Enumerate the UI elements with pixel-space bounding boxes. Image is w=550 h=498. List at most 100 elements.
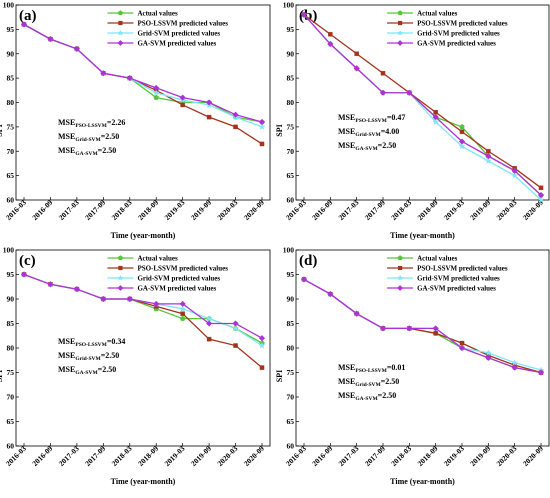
legend-label: PSO-LSSVM predicted values: [137, 265, 228, 273]
data-point: [300, 276, 308, 283]
data-point: [180, 102, 185, 108]
data-point: [153, 84, 160, 91]
y-tick-label: 95: [7, 25, 15, 34]
y-tick-label: 100: [3, 1, 15, 10]
data-point: [232, 324, 239, 332]
x-tick-label: 2018-03: [389, 444, 413, 468]
data-point: [73, 286, 81, 293]
x-tick-label: 2020-03: [495, 444, 519, 468]
mse-subscript: Grid-SVM: [355, 382, 381, 388]
y-tick-label: 60: [287, 196, 295, 205]
y-tick-label: 90: [7, 49, 15, 58]
mse-value: =2.50: [98, 365, 117, 374]
mse-value: =2.50: [378, 141, 397, 150]
data-point: [206, 114, 212, 120]
legend-marker: [117, 10, 124, 16]
panel-label: (d): [299, 253, 317, 269]
mse-value: =2.50: [378, 391, 397, 400]
mse-subscript: PSO-LSSVM: [355, 118, 387, 124]
legend-label: Grid-SVM predicted values: [137, 30, 220, 38]
data-point: [100, 295, 107, 303]
x-tick-label: 2017-09: [83, 444, 107, 468]
legend-label: Actual values: [137, 255, 178, 263]
data-point: [47, 36, 54, 43]
legend-marker: [117, 255, 124, 261]
mse-subscript: Grid-SVM: [75, 356, 101, 362]
data-point: [233, 343, 238, 348]
legend-label: Grid-SVM predicted values: [417, 275, 500, 283]
data-point: [458, 142, 466, 150]
mse-base: MSE: [338, 141, 355, 150]
x-tick-label: 2016-09: [310, 198, 334, 222]
x-tick-label: 2017-03: [57, 198, 81, 222]
x-tick-label: 2018-09: [416, 444, 440, 468]
x-tick-label: 2019-03: [442, 444, 466, 468]
data-point: [179, 315, 186, 321]
legend-marker: [397, 40, 403, 46]
mse-base: MSE: [58, 132, 75, 141]
data-point: [126, 75, 133, 82]
x-axis-label: Time (year-month): [390, 477, 455, 486]
legend-marker: [117, 40, 124, 46]
mse-annotation: MSEPSO-LSSVM=2.26: [58, 118, 125, 129]
mse-annotation: MSEGrid-SVM=4.00: [338, 127, 399, 138]
data-point: [259, 365, 265, 370]
x-tick-label: 2016-09: [30, 444, 54, 468]
y-axis-label: SPI: [0, 124, 4, 136]
data-point: [379, 89, 387, 96]
data-point: [354, 51, 359, 56]
data-point: [485, 157, 492, 164]
y-tick-label: 75: [287, 368, 295, 377]
mse-subscript: GA-SVM: [75, 151, 98, 157]
mse-value: =2.50: [101, 132, 120, 141]
legend-label: GA-SVM predicted values: [417, 40, 496, 48]
mse-subscript: PSO-LSSVM: [75, 123, 107, 129]
data-point: [232, 320, 239, 327]
y-tick-label: 80: [287, 98, 295, 107]
data-point: [511, 364, 518, 371]
mse-annotation: MSEPSO-LSSVM=0.34: [58, 337, 125, 348]
y-tick-label: 60: [287, 442, 295, 451]
y-tick-label: 65: [287, 417, 295, 426]
y-tick-label: 75: [7, 368, 15, 377]
data-point: [406, 89, 413, 96]
y-tick-label: 90: [7, 295, 15, 304]
y-axis-label: SPI: [0, 370, 4, 382]
x-tick-label: 2019-03: [163, 198, 187, 222]
mse-subscript: Grid-SVM: [75, 137, 101, 143]
y-tick-label: 100: [283, 1, 295, 10]
data-point: [459, 129, 465, 134]
legend-marker: [397, 10, 403, 16]
data-point: [233, 124, 238, 130]
y-tick-label: 95: [287, 25, 295, 34]
x-tick-label: 2019-09: [468, 198, 492, 222]
x-tick-label: 2019-09: [189, 198, 213, 222]
mse-annotation: MSEGrid-SVM=2.50: [58, 351, 119, 362]
mse-subscript: PSO-LSSVM: [355, 368, 387, 374]
data-point: [433, 110, 438, 115]
mse-base: MSE: [58, 351, 75, 360]
y-tick-label: 70: [7, 147, 15, 156]
legend-marker: [118, 265, 123, 271]
data-point: [179, 305, 186, 312]
y-tick-label: 95: [7, 270, 15, 279]
series-line: [23, 273, 263, 339]
x-tick-label: 2017-09: [363, 444, 387, 468]
series-line: [303, 278, 542, 371]
legend-label: Actual values: [417, 255, 458, 263]
legend-label: Actual values: [417, 10, 458, 18]
data-point: [537, 192, 545, 199]
legend-label: Grid-SVM predicted values: [137, 275, 220, 283]
y-axis-label: SPI: [275, 370, 284, 382]
data-point: [537, 369, 545, 376]
data-point: [100, 70, 107, 77]
x-tick-label: 2017-09: [83, 198, 107, 222]
y-axis-label: SPI: [275, 124, 284, 136]
x-tick-label: 2019-03: [442, 198, 466, 222]
mse-value: =0.47: [387, 113, 406, 122]
legend-marker: [397, 29, 404, 36]
mse-annotation: MSEPSO-LSSVM=0.47: [338, 113, 405, 124]
